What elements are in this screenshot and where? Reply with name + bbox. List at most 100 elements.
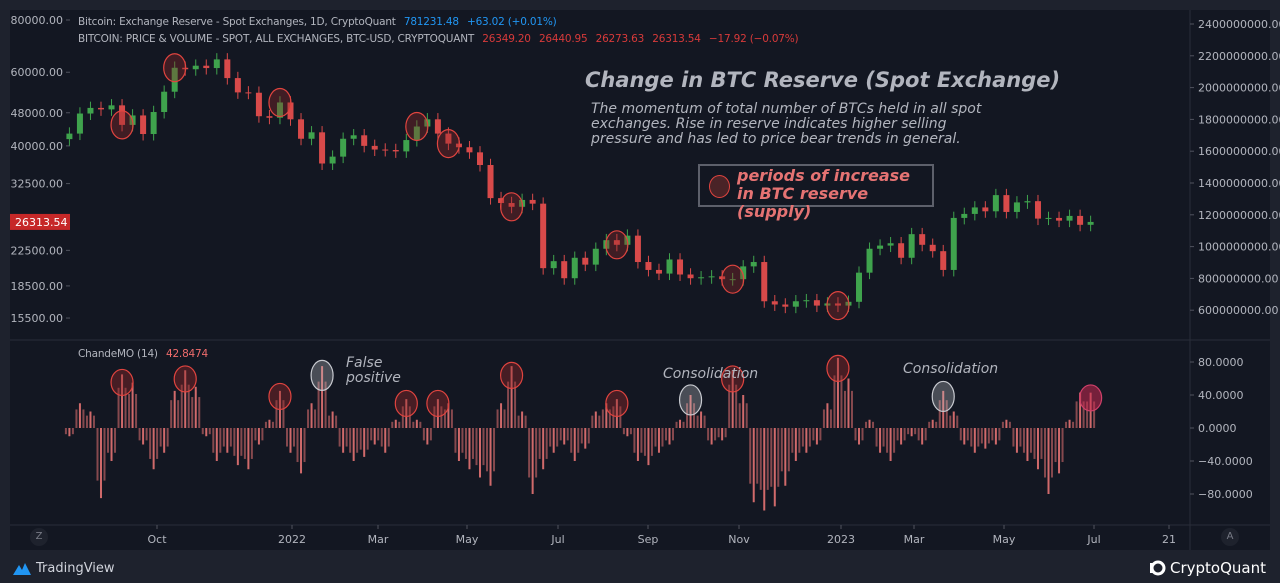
price-increase-marker (405, 111, 429, 142)
candle-body (150, 112, 157, 135)
oscillator-bar (780, 428, 783, 472)
candle-body (550, 261, 557, 269)
oscillator-bar (419, 421, 422, 428)
oscillator-bar (721, 428, 724, 441)
oscillator-bar (833, 375, 836, 428)
oscillator-bar (450, 409, 453, 428)
oscillator-bar (464, 428, 467, 459)
oscillator-bar (612, 406, 615, 428)
candle-body (1077, 215, 1084, 225)
oscillator-bar (380, 428, 383, 447)
oscillator-bar (591, 415, 594, 428)
oscillator-bar (801, 428, 804, 447)
time-tick-label: Sep (638, 533, 659, 546)
time-tick-label: 2022 (278, 533, 306, 546)
candle-body (677, 259, 684, 275)
candle-body (213, 59, 220, 69)
oscillator-bar (289, 428, 292, 453)
oscillator-bar (619, 406, 622, 428)
oscillator-bar (545, 428, 548, 459)
oscillator-bar (749, 428, 752, 484)
tradingview-text: TradingView (36, 560, 115, 576)
candle-body (224, 59, 231, 79)
oscillator-bar (654, 428, 657, 447)
oscillator-bar (643, 428, 646, 456)
oscillator-bar (507, 381, 510, 428)
time-tick-label: Jul (550, 533, 564, 546)
oscillator-legend[interactable]: ChandeMO (14) 42.8474 (78, 348, 213, 360)
annotation-title: Change in BTC Reserve (Spot Exchange) (585, 68, 1061, 92)
oscillator-bar (177, 400, 180, 428)
oscillator-bar (145, 428, 148, 441)
oscillator-bar (847, 378, 850, 428)
candle-body (803, 300, 810, 302)
oscillator-bar (784, 428, 787, 486)
oscillator-bar (826, 403, 829, 428)
oscillator-bar (159, 428, 162, 447)
candle-body (708, 276, 715, 278)
candle-body (908, 234, 915, 258)
oscillator-bar (882, 428, 885, 447)
oscillator-false-positive-marker (310, 359, 334, 392)
reserve-tick-label: 1400000000.00 (1198, 177, 1280, 190)
oscillator-increase-marker (394, 389, 418, 418)
price-tick-label: 80000.00 (11, 14, 64, 27)
candle-body (729, 279, 736, 281)
reserve-tick-label: 1000000000.00 (1198, 241, 1280, 254)
candle-body (308, 132, 315, 139)
oscillator-bar (879, 428, 882, 453)
reserve-change: +63.02 (+0.01%) (466, 16, 557, 28)
candle-body (276, 102, 283, 118)
oscillator-bar (205, 428, 208, 437)
oscillator-bar (570, 428, 573, 453)
candle-body (434, 119, 441, 134)
candle-body (97, 107, 104, 110)
price-legend[interactable]: BITCOIN: PRICE & VOLUME - SPOT, ALL EXCH… (78, 33, 803, 45)
price-increase-marker (163, 53, 187, 83)
oscillator-bar (264, 421, 267, 428)
oscillator-bar (103, 428, 106, 481)
candle-body (1056, 217, 1063, 221)
oscillator-bar (128, 393, 131, 428)
oscillator-bar (942, 390, 945, 428)
oscillator-bar (745, 403, 748, 428)
candle-body (866, 248, 873, 273)
oscillator-bar (521, 411, 524, 428)
oscillator-increase-marker (499, 361, 524, 390)
oscillator-bar (191, 397, 194, 428)
oscillator-bar (672, 428, 675, 441)
annotation-description: The momentum of total number of BTCs hel… (591, 101, 982, 147)
zoom-reset-button[interactable]: Z (30, 528, 48, 546)
time-tick-label: Jul (1086, 533, 1100, 546)
oscillator-increase-marker (173, 365, 197, 393)
oscillator-bar (535, 428, 538, 478)
candle-body (1034, 201, 1041, 219)
oscillator-bar (1026, 428, 1029, 461)
oscillator-bar (475, 428, 478, 466)
candle-body (877, 245, 884, 249)
oscillator-bar (229, 428, 232, 447)
oscillator-bar (422, 428, 425, 441)
annotation-key-text: periods of increase in BTC reserve (supp… (737, 166, 911, 221)
auto-scale-button[interactable]: A (1221, 528, 1239, 546)
reserve-legend[interactable]: Bitcoin: Exchange Reserve - Spot Exchang… (78, 16, 562, 28)
oscillator-bar (78, 403, 81, 428)
oscillator-bar (636, 428, 639, 461)
oscillator-bar (436, 399, 439, 428)
oscillator-bar (338, 428, 341, 447)
oscillator-bar (285, 428, 288, 447)
current-price-label: 26313.54 (15, 216, 68, 229)
oscillator-bar (307, 409, 310, 428)
oscillator-bar (914, 428, 917, 435)
oscillator-bar (412, 421, 415, 428)
tradingview-logo[interactable]: TradingView (12, 560, 115, 576)
oscillator-increase-marker (268, 382, 292, 411)
candle-body (834, 303, 841, 306)
candle-body (287, 102, 294, 120)
oscillator-bar (773, 428, 776, 507)
oscillator-bar (114, 428, 117, 453)
candle-body (340, 138, 347, 157)
candle-body (613, 240, 620, 245)
candle-body (582, 257, 589, 265)
